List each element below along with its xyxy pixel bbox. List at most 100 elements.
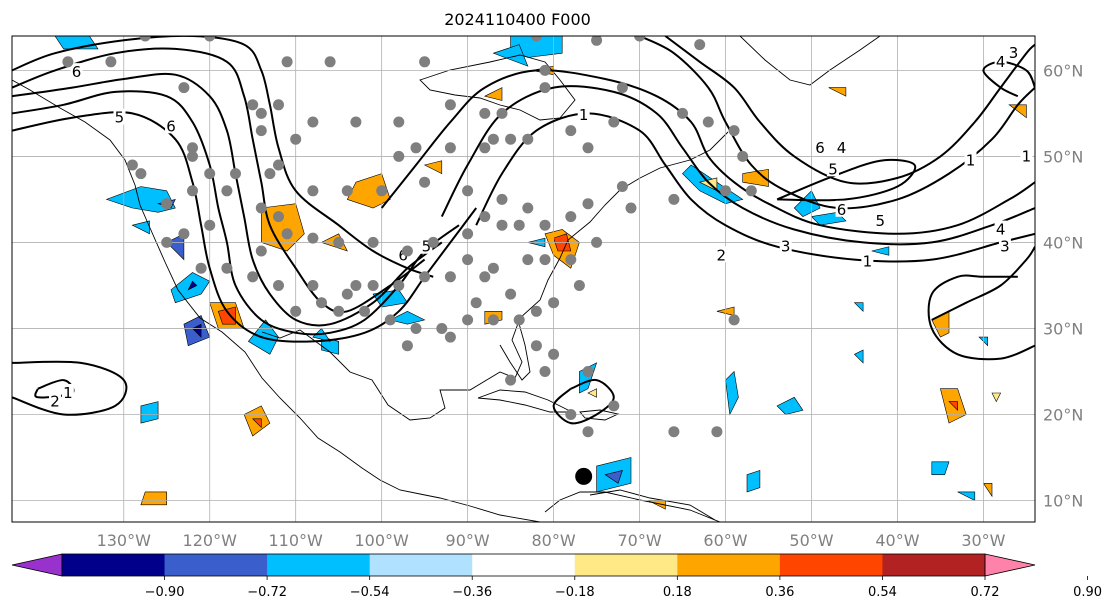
contour-label-bg: [113, 108, 126, 125]
station-dot: [419, 56, 431, 68]
map-frame: [11, 35, 1036, 523]
station-dot: [139, 36, 151, 42]
colorbar-segment: [779, 554, 883, 576]
station-dot: [539, 82, 551, 94]
anomaly-shading: [587, 388, 597, 398]
longitude-label: 80°W: [531, 531, 575, 550]
colorbar-tick-label: −0.90: [145, 585, 185, 600]
colorbar-segment: [472, 554, 576, 576]
station-dot: [479, 142, 491, 154]
station-dot: [393, 116, 405, 128]
longitude-label: 110°W: [269, 531, 324, 550]
florida-coast: [499, 319, 531, 381]
station-dot: [393, 150, 405, 162]
colorbar-tick-label: 0.72: [971, 585, 1000, 600]
colorbar-segment: [164, 554, 268, 576]
contour-label-bg: [874, 211, 887, 228]
station-dot: [255, 107, 267, 119]
longitude-label: 60°W: [703, 531, 747, 550]
graticule: [12, 36, 1035, 522]
contour-label: 6: [815, 139, 825, 157]
contour-label-bg: [998, 237, 1011, 254]
contour-label: 1: [966, 152, 976, 170]
latitude-label: 30°N: [1043, 319, 1083, 338]
station-dot: [341, 288, 353, 300]
colorbar-frame: [61, 553, 986, 577]
station-dot: [505, 133, 517, 145]
station-dot: [462, 185, 474, 197]
colorbar-extend-low: [11, 553, 63, 577]
anomaly-shading: [931, 461, 950, 476]
station-dot: [62, 56, 74, 68]
station-layer: [62, 36, 757, 438]
station-dot: [479, 271, 491, 283]
station-dot: [247, 271, 259, 283]
contour-label-bg: [835, 200, 848, 217]
latitude-label: 50°N: [1043, 147, 1083, 166]
station-dot: [195, 262, 207, 274]
anomaly-shading: [793, 190, 821, 217]
station-dot: [444, 142, 456, 154]
station-dot: [539, 64, 551, 76]
contour-label-bg: [715, 246, 728, 263]
contour-label-bg: [826, 160, 839, 177]
station-dot: [178, 82, 190, 94]
colorbar-segment: [369, 554, 473, 576]
contour-label: 1: [63, 384, 73, 402]
station-dot: [565, 125, 577, 137]
station-dot: [255, 125, 267, 137]
station-dot: [367, 280, 379, 291]
station-dot: [530, 36, 542, 42]
station-dot: [290, 133, 302, 145]
station-dot: [384, 314, 396, 326]
station-dot: [307, 232, 319, 244]
latitude-labels: 60°N 50°N 40°N 30°N 20°N 10°N: [1043, 61, 1083, 510]
contour-label-bg: [994, 52, 1007, 69]
station-dot: [273, 280, 284, 291]
station-dot: [582, 426, 594, 438]
station-dot: [273, 99, 284, 111]
map-background: [12, 36, 1035, 522]
contour-line: [552, 378, 615, 425]
station-dot: [341, 185, 353, 197]
contour-line: [927, 274, 1035, 361]
station-dot: [350, 116, 362, 128]
station-dot: [634, 36, 646, 42]
colorbar-tick-label: 0.90: [1073, 585, 1102, 600]
contour-line: [12, 360, 128, 416]
station-dot: [573, 280, 585, 291]
longitude-labels: 130°W 120°W 110°W 100°W 90°W 80°W 70°W 60°W 50°W…: [97, 531, 1006, 550]
longitude-label: 130°W: [97, 531, 152, 550]
station-dot: [513, 314, 525, 326]
contour-label: 5: [422, 238, 432, 256]
station-dot: [668, 426, 680, 438]
station-dot: [462, 228, 474, 240]
contour-label: 4: [996, 53, 1006, 71]
station-dot: [230, 168, 241, 180]
station-dot: [410, 323, 422, 334]
station-dot: [608, 116, 620, 128]
colorbar-segment: [267, 554, 371, 576]
anomaly-shading: [828, 87, 847, 97]
contour-label: 1: [1022, 147, 1032, 165]
anomaly-shading: [725, 370, 739, 416]
station-dot: [565, 211, 577, 223]
station-dot: [462, 314, 474, 326]
station-dot: [401, 340, 413, 352]
contour-label-bg: [61, 383, 74, 400]
station-dot: [565, 409, 577, 420]
contour-label: 1: [863, 252, 873, 270]
station-dot: [281, 228, 293, 240]
station-dot: [316, 297, 327, 309]
station-dot: [187, 185, 198, 197]
contour-label: 6: [166, 117, 176, 135]
station-dot: [479, 211, 491, 223]
station-dot: [401, 245, 413, 257]
contour-label: 4: [996, 221, 1006, 239]
station-dot: [393, 280, 405, 291]
station-dot: [290, 305, 302, 317]
station-dot: [677, 107, 688, 119]
colorbar: −0.90 −0.72 −0.54 −0.36 −0.18 0.18 0.36 0.54 0.7…: [11, 553, 1102, 600]
station-dot: [359, 305, 370, 317]
station-dot: [625, 202, 637, 214]
